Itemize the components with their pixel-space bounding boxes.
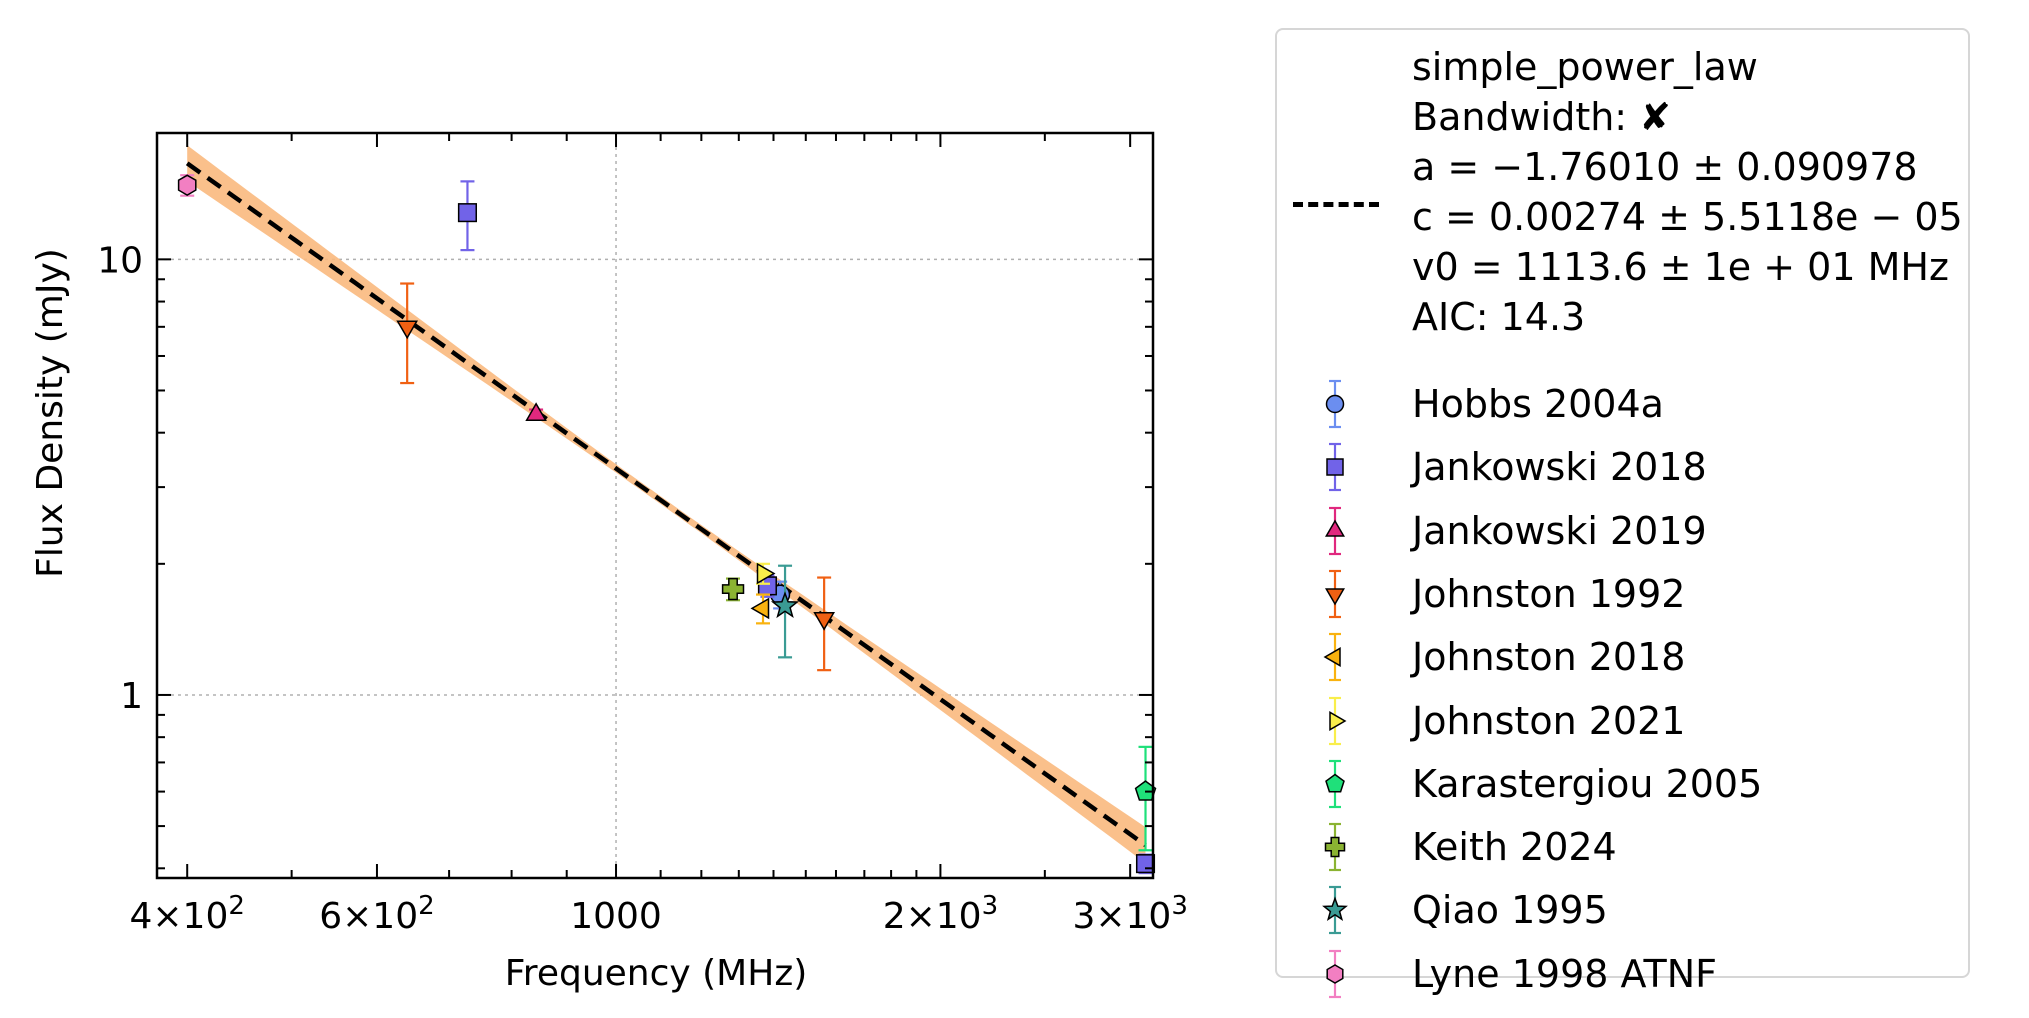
- flux-density-chart: 4×102 6×102 1000 2×103 3×103 1 10 Frequency (M…: [30, 131, 1188, 994]
- legend-label: Jankowski 2018: [1412, 445, 1707, 490]
- series-lyne-1998-atnf: [177, 174, 197, 197]
- data-point: [177, 174, 197, 196]
- data-points: [177, 174, 1157, 875]
- legend-label: Lyne 1998 ATNF: [1412, 951, 1718, 996]
- x-tick-label: 2×103: [883, 891, 998, 937]
- axis-ticks: 4×102 6×102 1000 2×103 3×103 1 10: [97, 133, 1188, 937]
- legend-marker: [1329, 696, 1347, 745]
- legend-label: Jankowski 2019: [1412, 508, 1707, 553]
- legend-item: Keith 2024: [1277, 816, 1967, 879]
- legend-marker: [1323, 633, 1341, 682]
- legend-item: Jankowski 2019: [1277, 500, 1967, 563]
- legend-symbol: [1322, 896, 1348, 922]
- legend-item: Johnston 1992: [1277, 563, 1967, 626]
- legend-symbol: [1324, 588, 1346, 606]
- y-tick-label: 1: [120, 676, 143, 717]
- legend-item: Qiao 1995: [1277, 879, 1967, 942]
- legend-symbol: [1325, 394, 1345, 414]
- x-tick-label: 6×102: [319, 891, 434, 937]
- fit-curve: [185, 161, 1147, 848]
- legend-item: Johnston 2021: [1277, 690, 1967, 753]
- legend-label: Johnston 2018: [1412, 635, 1686, 680]
- legend-symbol: [1324, 836, 1346, 858]
- legend-symbol: [1326, 458, 1344, 477]
- data-point: [1135, 854, 1156, 874]
- fit-bandwidth-label: Bandwidth: ✘: [1412, 95, 1672, 139]
- legend-label: Karastergiou 2005: [1412, 761, 1763, 806]
- fit-legend-line: [1293, 202, 1379, 207]
- legend-marker: [1322, 886, 1348, 935]
- y-tick-label: 10: [97, 240, 143, 281]
- series-johnston-2021: [756, 562, 776, 585]
- series-jankowski-2019: [525, 402, 547, 421]
- legend-item: Hobbs 2004a: [1277, 373, 1967, 436]
- data-point: [756, 562, 776, 585]
- legend-symbol: [1325, 773, 1345, 793]
- x-axis-label: Frequency (MHz): [505, 953, 808, 994]
- legend-marker: [1324, 822, 1346, 872]
- x-tick-exponent: 3: [982, 891, 999, 921]
- x-tick-label: 1000: [570, 896, 662, 937]
- legend-marker: [1324, 506, 1346, 555]
- series-qiao-1995: [770, 564, 800, 659]
- fit-aic-label: AIC: 14.3: [1412, 295, 1586, 339]
- legend-marker: [1326, 443, 1344, 492]
- legend-item: Jankowski 2018: [1277, 436, 1967, 499]
- legend: simple_power_law Bandwidth: ✘ a = −1.76010…: [1275, 28, 1970, 998]
- y-axis-label: Flux Density (mJy): [30, 248, 71, 578]
- fit-legend-text: simple_power_law Bandwidth: ✘ a = −1.76010…: [1412, 42, 1963, 342]
- series-keith-2024: [721, 577, 745, 602]
- x-tick-label: 4×102: [129, 891, 244, 937]
- series-johnston-1992: [396, 282, 836, 672]
- plot-frame: [155, 131, 1155, 880]
- legend-item: Lyne 1998 ATNF: [1277, 943, 1967, 1006]
- fit-a-label: a = −1.76010 ± 0.090978: [1412, 145, 1918, 189]
- grid-lines: [157, 133, 1153, 878]
- legend-symbol: [1323, 647, 1341, 668]
- legend-item: Johnston 2018: [1277, 626, 1967, 689]
- data-point: [770, 591, 800, 619]
- data-point: [750, 597, 770, 620]
- legend-label: Keith 2024: [1412, 825, 1617, 870]
- data-point: [457, 203, 478, 223]
- legend-marker: [1324, 569, 1346, 618]
- fit-c-label: c = 0.00274 ± 5.5118e − 05: [1412, 195, 1963, 239]
- x-tick-exponent: 2: [228, 891, 245, 921]
- legend-symbol: [1324, 519, 1346, 537]
- x-tick-exponent: 2: [418, 891, 435, 921]
- data-point: [813, 611, 836, 631]
- legend-marker: [1325, 759, 1345, 808]
- x-tick-label: 3×103: [1072, 891, 1187, 937]
- axes-frame: [155, 131, 1155, 880]
- data-point: [721, 577, 745, 601]
- legend-symbol: [1329, 710, 1347, 731]
- legend-label: Qiao 1995: [1412, 888, 1608, 933]
- legend-marker: [1325, 379, 1345, 429]
- legend-symbol: [1326, 963, 1344, 984]
- x-tick-exponent: 3: [1171, 891, 1188, 921]
- legend-label: Johnston 2021: [1412, 698, 1686, 743]
- legend-label: Hobbs 2004a: [1412, 382, 1664, 426]
- legend-item: Karastergiou 2005: [1277, 753, 1967, 816]
- fit-v0-label: v0 = 1113.6 ± 1e + 01 MHz: [1412, 245, 1949, 289]
- data-point: [396, 320, 418, 340]
- legend-marker: [1326, 949, 1344, 998]
- series-johnston-2018: [750, 593, 771, 625]
- legend-label: Johnston 1992: [1412, 571, 1686, 616]
- data-point: [525, 402, 547, 421]
- fit-line: [185, 161, 1147, 848]
- fit-model-label: simple_power_law: [1412, 45, 1758, 89]
